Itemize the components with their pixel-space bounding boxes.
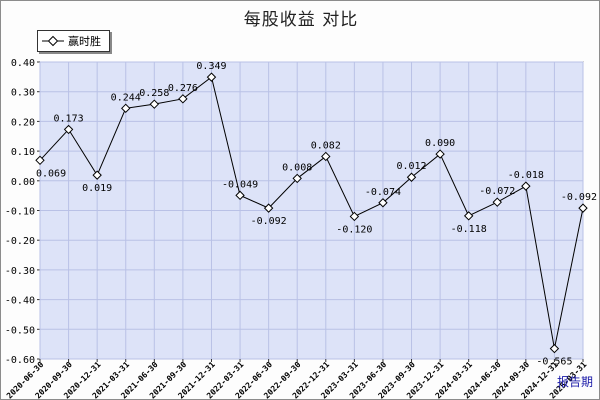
data-point (549, 343, 560, 354)
y-tick-label: 0.10 (11, 147, 35, 158)
data-label: 0.082 (311, 140, 341, 151)
data-label: 0.012 (396, 161, 426, 172)
data-point (178, 94, 188, 104)
data-point (206, 72, 217, 82)
series-line (39, 76, 584, 349)
data-point (63, 124, 74, 135)
data-label: -0.565 (536, 357, 572, 368)
y-tick-label: -0.50 (5, 325, 35, 336)
y-tick-label: 0.00 (11, 177, 35, 188)
data-point (121, 103, 131, 114)
x-axis-label: 报告期 (557, 375, 594, 389)
y-tick-label: 0.30 (11, 88, 35, 99)
y-tick-label: -0.60 (5, 355, 35, 366)
legend: 赢时胜 (37, 30, 110, 52)
legend-label: 赢时胜 (68, 35, 101, 48)
data-label: -0.072 (479, 186, 515, 197)
data-point (349, 211, 360, 222)
data-point (92, 170, 102, 180)
data-label: 0.276 (168, 83, 198, 94)
data-point (35, 155, 45, 166)
data-label: -0.120 (336, 224, 372, 235)
data-label: 0.258 (139, 88, 169, 99)
y-tick-label: -0.20 (5, 236, 35, 247)
data-label: -0.092 (561, 192, 597, 203)
data-point (292, 173, 302, 184)
data-point (435, 149, 445, 159)
data-label: 0.019 (82, 183, 112, 194)
data-point (406, 172, 417, 182)
data-label: 0.008 (282, 162, 312, 173)
y-tick-label: -0.10 (5, 207, 35, 218)
data-point (578, 203, 588, 213)
data-point (521, 181, 531, 191)
y-tick-label: -0.30 (5, 266, 35, 277)
legend-marker-icon (42, 35, 64, 47)
data-point (492, 197, 502, 207)
data-label: -0.018 (508, 170, 544, 181)
y-tick-label: 0.20 (11, 117, 35, 128)
data-label: -0.092 (251, 216, 287, 227)
data-label: 0.244 (111, 92, 141, 103)
data-label: -0.049 (222, 179, 258, 190)
data-point (378, 198, 388, 208)
y-tick-label: -0.40 (5, 296, 35, 307)
data-point (263, 203, 274, 213)
data-point (463, 211, 474, 221)
data-point (235, 190, 245, 201)
data-label: -0.074 (365, 187, 401, 198)
data-label: -0.118 (451, 224, 487, 235)
data-label: 0.069 (36, 168, 66, 179)
chart-title: 每股收益 对比 (243, 10, 359, 30)
data-label: 0.173 (54, 113, 84, 124)
data-label: 0.090 (425, 138, 455, 149)
data-point (321, 151, 331, 162)
data-point (149, 99, 160, 109)
data-label: 0.349 (196, 61, 226, 72)
y-tick-label: 0.40 (11, 58, 35, 69)
